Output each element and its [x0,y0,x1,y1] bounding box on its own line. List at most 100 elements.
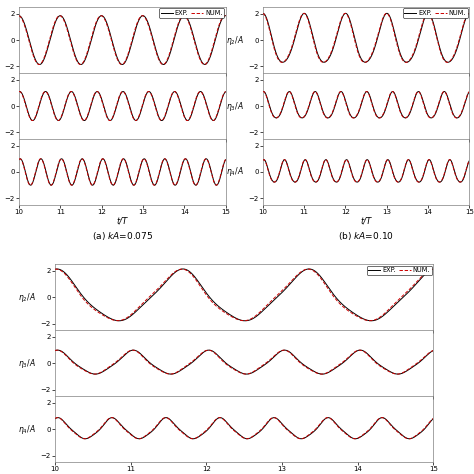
EXP. [419,274,425,280]
NUM. [16,156,22,162]
EXP. [355,47,361,53]
NUM. [270,113,276,119]
Y-axis label: $\eta_2/A$: $\eta_2/A$ [18,291,36,304]
EXP. [182,156,188,162]
NUM. [117,93,122,99]
NUM. [72,430,77,436]
EXP. [466,10,472,16]
EXP. [461,23,466,28]
NUM. [201,62,207,67]
Line: EXP.: EXP. [55,418,433,439]
NUM. [430,416,436,421]
EXP. [217,22,222,27]
NUM. [223,156,228,162]
EXP. [72,360,77,366]
EXP. [237,317,242,322]
EXP. [350,436,356,441]
EXP. [270,113,276,118]
EXP. [217,176,223,182]
EXP. [226,363,232,368]
NUM. [236,369,242,375]
NUM. [217,20,222,26]
Line: EXP.: EXP. [55,350,433,374]
EXP. [360,58,366,64]
NUM. [461,175,466,181]
NUM. [179,163,185,168]
EXP. [16,13,22,18]
Legend: EXP., NUM.: EXP., NUM. [159,9,224,18]
NUM. [217,102,223,108]
EXP. [361,95,366,100]
EXP. [236,431,242,437]
NUM. [423,12,428,18]
NUM. [350,350,356,356]
Line: EXP.: EXP. [19,16,226,64]
EXP. [261,157,267,163]
NUM. [260,89,265,95]
NUM. [236,432,242,438]
NUM. [423,108,428,113]
NUM. [430,347,436,353]
NUM. [350,311,356,317]
NUM. [379,415,384,420]
NUM. [355,179,361,185]
EXP. [423,165,428,171]
EXP. [27,114,32,119]
EXP. [217,104,223,109]
EXP. [111,45,117,50]
EXP. [420,356,426,362]
EXP. [16,157,22,163]
NUM. [117,164,122,169]
EXP. [16,89,22,95]
Line: NUM.: NUM. [55,418,433,439]
NUM. [58,156,64,162]
EXP. [420,274,426,280]
EXP. [350,310,356,316]
NUM. [422,165,428,171]
NUM. [223,89,228,94]
EXP. [17,89,23,94]
EXP. [72,429,77,435]
EXP. [430,266,436,272]
EXP. [163,415,169,420]
EXP. [319,371,325,377]
NUM. [227,312,232,318]
EXP. [223,89,228,95]
EXP. [72,282,77,288]
EXP. [27,182,32,187]
EXP. [271,179,276,184]
EXP. [260,158,265,164]
EXP. [425,10,431,16]
Line: NUM.: NUM. [19,16,226,64]
NUM. [430,266,436,272]
EXP. [299,436,304,442]
NUM. [111,182,117,187]
EXP. [111,112,117,118]
EXP. [461,176,466,182]
NUM. [72,361,77,367]
EXP. [461,105,466,111]
NUM. [27,40,32,46]
EXP. [466,158,472,164]
EXP. [466,89,472,95]
X-axis label: t/T: t/T [360,217,372,226]
NUM. [179,106,184,112]
Line: NUM.: NUM. [55,350,433,374]
EXP. [461,176,466,182]
EXP. [52,416,58,422]
EXP. [54,266,60,272]
Line: NUM.: NUM. [263,160,469,182]
NUM. [376,115,382,121]
EXP. [202,62,208,67]
EXP. [217,177,222,182]
EXP. [404,59,410,65]
NUM. [217,21,222,27]
NUM. [419,273,425,279]
NUM. [457,179,463,185]
NUM. [179,266,185,272]
NUM. [420,356,426,362]
EXP. [179,105,184,111]
NUM. [190,436,196,442]
Line: NUM.: NUM. [19,159,226,185]
NUM. [52,347,58,353]
